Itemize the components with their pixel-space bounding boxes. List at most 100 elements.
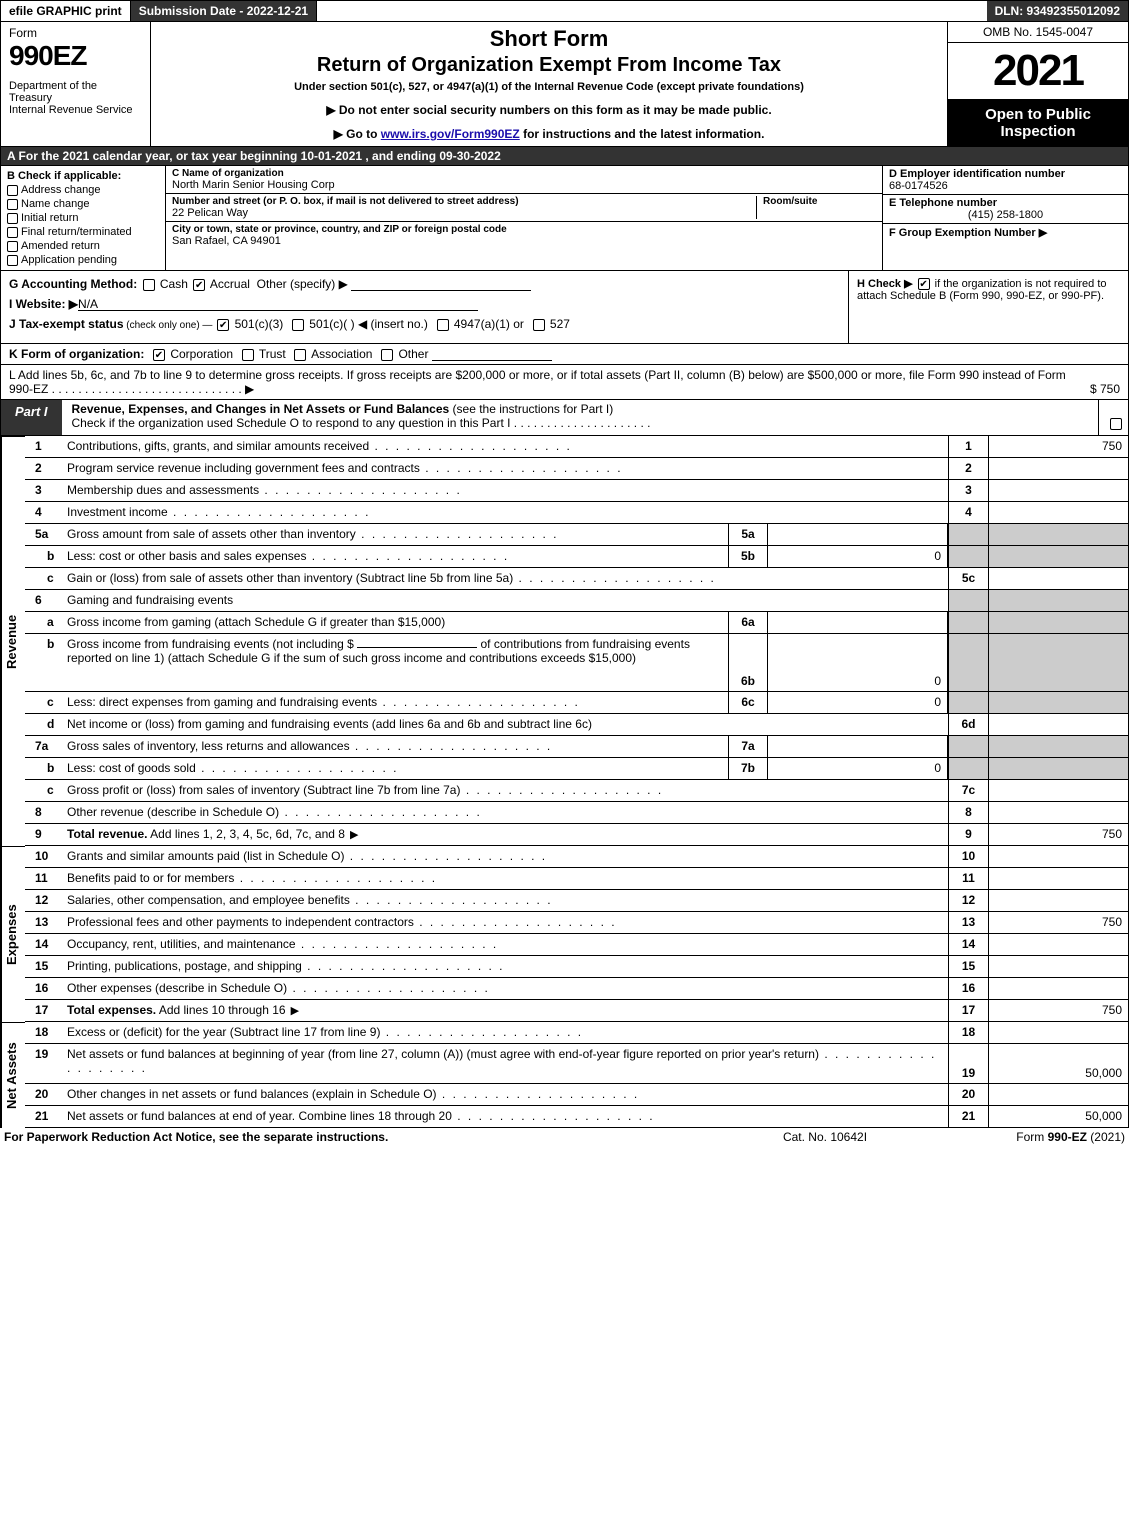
ln1-box: 1	[948, 436, 988, 457]
ln6b-shade	[948, 634, 988, 691]
ln6b-shade2	[988, 634, 1128, 691]
d-ein-row: D Employer identification number 68-0174…	[883, 166, 1128, 195]
header-center: Short Form Return of Organization Exempt…	[151, 22, 948, 146]
header-right: OMB No. 1545-0047 2021 Open to Public In…	[948, 22, 1128, 146]
c-name-row: C Name of organization North Marin Senio…	[166, 166, 882, 194]
row-k: K Form of organization: Corporation Trus…	[0, 344, 1129, 365]
ln19-val: 50,000	[988, 1044, 1128, 1083]
ln6c-shade	[948, 692, 988, 713]
i-line: I Website: ▶N/A	[9, 297, 840, 311]
ln3-box: 3	[948, 480, 988, 501]
ln6-desc: Gaming and fundraising events	[63, 590, 948, 611]
ln7a-num: 7a	[25, 736, 63, 757]
ln19-box: 19	[948, 1044, 988, 1083]
chk-initial-return[interactable]: Initial return	[7, 212, 159, 224]
d-ein-label: D Employer identification number	[889, 168, 1122, 180]
chk-name-change[interactable]: Name change	[7, 198, 159, 210]
dln-label: DLN: 93492355012092	[987, 1, 1128, 21]
chk-corp[interactable]	[153, 349, 165, 361]
ln15-num: 15	[25, 956, 63, 977]
e-phone-row: E Telephone number (415) 258-1800	[883, 195, 1128, 224]
row-l: L Add lines 5b, 6c, and 7b to line 9 to …	[0, 365, 1129, 400]
ln5a-ibox: 5a	[728, 524, 768, 545]
ln4-desc: Investment income	[63, 502, 948, 523]
ln9-val: 750	[988, 824, 1128, 845]
column-c: C Name of organization North Marin Senio…	[166, 166, 883, 270]
top-bar: efile GRAPHIC print Submission Date - 20…	[0, 0, 1129, 22]
ein-value: 68-0174526	[889, 180, 1122, 192]
ln6c-num: c	[25, 692, 63, 713]
org-city: San Rafael, CA 94901	[172, 235, 876, 247]
chk-schedule-o[interactable]	[1110, 418, 1122, 430]
line-8: 8 Other revenue (describe in Schedule O)…	[25, 802, 1128, 824]
ln15-desc: Printing, publications, postage, and shi…	[63, 956, 948, 977]
chk-address-change[interactable]: Address change	[7, 184, 159, 196]
chk-cash[interactable]	[143, 279, 155, 291]
topbar-spacer	[317, 1, 986, 21]
line-18: 18 Excess or (deficit) for the year (Sub…	[25, 1022, 1128, 1044]
ln6a-ival	[768, 612, 948, 633]
chk-h[interactable]	[918, 278, 930, 290]
chk-501c[interactable]	[292, 319, 304, 331]
k-other-input[interactable]	[432, 347, 552, 361]
line-5b: b Less: cost or other basis and sales ex…	[25, 546, 1128, 568]
expenses-table: Expenses 10 Grants and similar amounts p…	[0, 846, 1129, 1022]
ln12-val	[988, 890, 1128, 911]
ln5a-ival	[768, 524, 948, 545]
efile-label[interactable]: efile GRAPHIC print	[1, 1, 131, 21]
chk-application-pending[interactable]: Application pending	[7, 254, 159, 266]
g-other-input[interactable]	[351, 277, 531, 291]
ln6d-desc: Net income or (loss) from gaming and fun…	[63, 714, 948, 735]
irs-link[interactable]: www.irs.gov/Form990EZ	[381, 127, 520, 141]
ln14-num: 14	[25, 934, 63, 955]
ln14-box: 14	[948, 934, 988, 955]
ln1-num: 1	[25, 436, 63, 457]
ln3-val	[988, 480, 1128, 501]
section-bcdef: B Check if applicable: Address change Na…	[0, 166, 1129, 271]
ln5b-num: b	[25, 546, 63, 567]
vlabel-revenue: Revenue	[1, 436, 25, 846]
ln17-box: 17	[948, 1000, 988, 1021]
chk-501c3[interactable]	[217, 319, 229, 331]
ln6b-num: b	[25, 634, 63, 691]
ln7b-shade2	[988, 758, 1128, 779]
chk-amended-return[interactable]: Amended return	[7, 240, 159, 252]
footer-left: For Paperwork Reduction Act Notice, see …	[4, 1130, 725, 1144]
ln5c-box: 5c	[948, 568, 988, 589]
ln19-desc: Net assets or fund balances at beginning…	[63, 1044, 948, 1083]
chk-527[interactable]	[533, 319, 545, 331]
chk-trust[interactable]	[242, 349, 254, 361]
submission-date: Submission Date - 2022-12-21	[131, 1, 317, 21]
ln18-box: 18	[948, 1022, 988, 1043]
ln10-num: 10	[25, 846, 63, 867]
ln8-val	[988, 802, 1128, 823]
chk-assoc[interactable]	[294, 349, 306, 361]
org-street: 22 Pelican Way	[172, 207, 756, 219]
website-value: N/A	[78, 297, 478, 311]
j-label: J Tax-exempt status	[9, 317, 124, 331]
ln6d-val	[988, 714, 1128, 735]
chk-other[interactable]	[381, 349, 393, 361]
line-20: 20 Other changes in net assets or fund b…	[25, 1084, 1128, 1106]
chk-4947[interactable]	[437, 319, 449, 331]
line-2: 2 Program service revenue including gove…	[25, 458, 1128, 480]
l-text: L Add lines 5b, 6c, and 7b to line 9 to …	[9, 368, 1080, 396]
part-i-endbox	[1098, 400, 1128, 435]
ln6-shade	[948, 590, 988, 611]
ln2-box: 2	[948, 458, 988, 479]
ln12-desc: Salaries, other compensation, and employ…	[63, 890, 948, 911]
ln7c-val	[988, 780, 1128, 801]
ln6c-shade2	[988, 692, 1128, 713]
chk-accrual[interactable]	[193, 279, 205, 291]
ln5c-val	[988, 568, 1128, 589]
ln5a-shade	[948, 524, 988, 545]
k-other: Other	[398, 347, 428, 361]
ln12-num: 12	[25, 890, 63, 911]
ln13-num: 13	[25, 912, 63, 933]
c-name-label: C Name of organization	[172, 168, 876, 179]
ln6a-num: a	[25, 612, 63, 633]
ln13-box: 13	[948, 912, 988, 933]
column-b: B Check if applicable: Address change Na…	[1, 166, 166, 270]
chk-final-return[interactable]: Final return/terminated	[7, 226, 159, 238]
section-ghij: G Accounting Method: Cash Accrual Other …	[0, 271, 1129, 344]
